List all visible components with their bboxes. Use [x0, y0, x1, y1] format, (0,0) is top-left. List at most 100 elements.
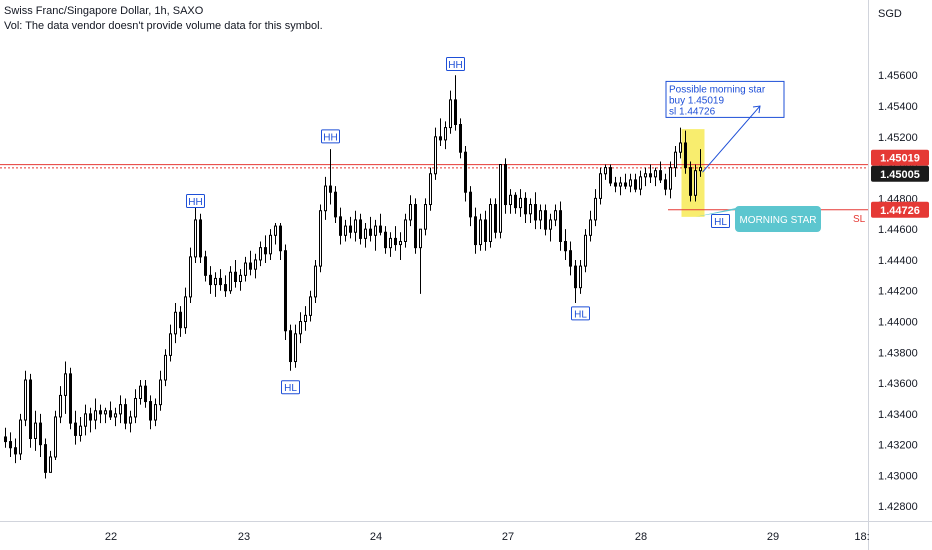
candle-body [259, 247, 262, 261]
candle-body [559, 210, 562, 242]
swing-label: HH [323, 132, 337, 143]
last-price-tag: 1.45005 [880, 169, 920, 181]
candle-body [114, 413, 117, 418]
swing-label: HH [448, 60, 462, 71]
candle-body [699, 167, 702, 172]
candle-body [359, 219, 362, 239]
candle-body [659, 170, 662, 181]
candle-body [494, 204, 497, 233]
x-tick-label: 22 [105, 531, 117, 543]
candle-body [569, 250, 572, 267]
candle-body [234, 271, 237, 283]
candle-body [289, 330, 292, 363]
candle-body [474, 216, 477, 246]
candle-body [459, 124, 462, 153]
candle-body [59, 394, 62, 418]
candle-body [99, 410, 102, 415]
y-tick-label: 1.44600 [878, 224, 918, 236]
candle-body [664, 179, 667, 190]
candle-body [354, 219, 357, 233]
sl-price-tag-bg [871, 201, 929, 218]
candle-body [409, 204, 412, 221]
candle-body [564, 240, 567, 252]
candle-body [624, 182, 627, 187]
candle-body [194, 219, 197, 258]
candle-body [364, 228, 367, 239]
candle-body [669, 167, 672, 190]
candle-body [109, 410, 112, 418]
candle-body [629, 179, 632, 187]
candle-body [79, 425, 82, 436]
candle-body [554, 210, 557, 221]
candle-body [379, 225, 382, 233]
candle-body [344, 225, 347, 236]
candle-body [199, 219, 202, 258]
candle-body [449, 99, 452, 129]
candle-body [689, 167, 692, 196]
candle-body [284, 250, 287, 332]
candle-body [4, 436, 7, 443]
candle-body [654, 170, 657, 178]
candle-body [324, 185, 327, 212]
candle-body [129, 416, 132, 424]
candle-body [634, 179, 637, 190]
candle-body [244, 262, 247, 276]
candle-body [134, 397, 137, 418]
candle-body [674, 151, 677, 169]
candle-body [639, 176, 642, 190]
candle-body [34, 422, 37, 440]
swing-label: HL [574, 309, 587, 320]
y-tick-label: 1.43200 [878, 440, 918, 452]
swing-label-box [321, 129, 340, 144]
note-line: Possible morning star [669, 84, 766, 95]
candle-body [504, 164, 507, 206]
candle-body [599, 173, 602, 199]
note-box [665, 80, 785, 118]
x-tick-label: 28 [635, 531, 647, 543]
candle-body [489, 204, 492, 242]
swing-label-box [446, 56, 465, 71]
x-tick-label: 27 [502, 531, 514, 543]
candle-body [294, 333, 297, 363]
candle-body [309, 296, 312, 316]
candle-body [214, 277, 217, 286]
candle-body [424, 204, 427, 230]
candle-body [119, 404, 122, 415]
candle-body [179, 311, 182, 329]
candle-body [649, 173, 652, 178]
candle-body [154, 404, 157, 421]
candle-body [224, 284, 227, 292]
candle-body [89, 413, 92, 421]
candle-body [164, 354, 167, 381]
candle-body [84, 413, 87, 427]
candle-body [304, 314, 307, 323]
candle-body [384, 231, 387, 249]
candle-body [204, 256, 207, 276]
candle-body [419, 228, 422, 249]
candle-body [149, 401, 152, 421]
candle-body [279, 225, 282, 252]
candle-body [334, 191, 337, 218]
candle-body [209, 274, 212, 286]
candle-body [679, 142, 682, 153]
y-tick-label: 1.44000 [878, 317, 918, 329]
candle-body [454, 99, 457, 126]
candle-body [529, 204, 532, 215]
candle-body [274, 225, 277, 236]
sl-price-tag: 1.44726 [880, 205, 920, 217]
candle-body [589, 219, 592, 236]
candle-body [684, 142, 687, 169]
candle-body [369, 228, 372, 236]
candle-body [124, 404, 127, 424]
candle-body [604, 167, 607, 175]
candle-body [514, 194, 517, 209]
swing-label-box [281, 380, 300, 395]
candle-body [54, 416, 57, 458]
callout-label: MORNING STAR [739, 215, 816, 226]
candle-body [479, 219, 482, 246]
candle-body [314, 265, 317, 298]
y-tick-label: 1.45200 [878, 132, 918, 144]
projection-arrow-line [702, 105, 761, 173]
projection-arrow-head [752, 105, 761, 114]
